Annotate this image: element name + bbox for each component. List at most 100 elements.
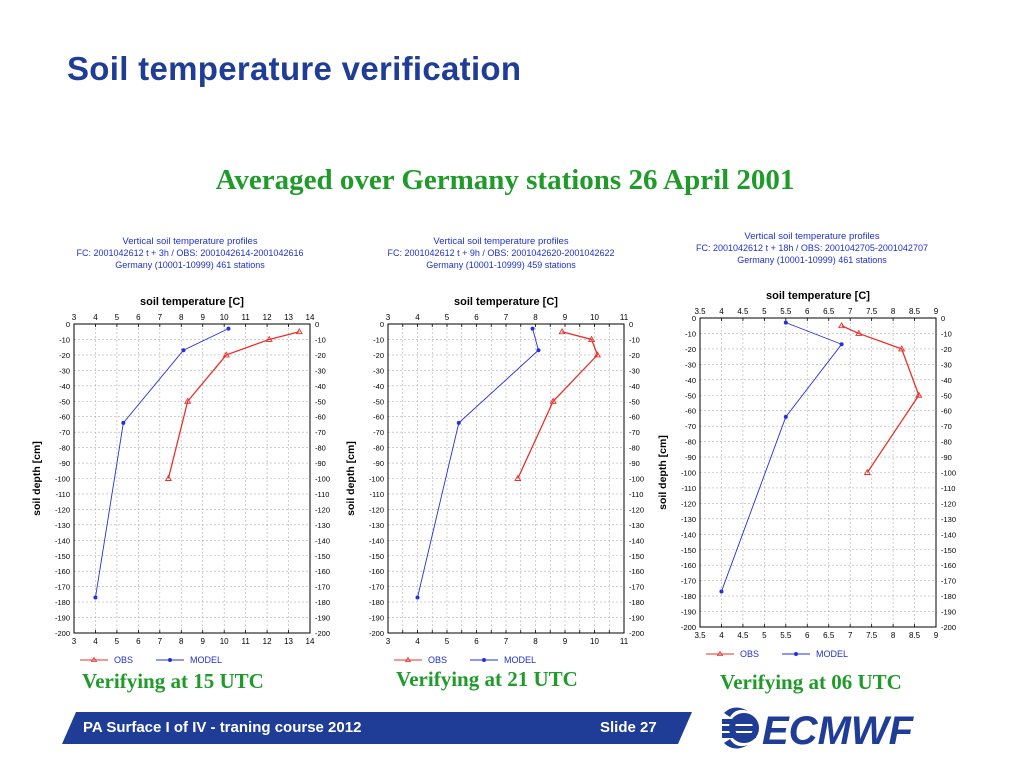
y-tick-label-left: -180 bbox=[55, 598, 70, 607]
y-tick-label-left: -180 bbox=[369, 598, 384, 607]
x-tick-label-bottom: 7.5 bbox=[866, 631, 878, 640]
y-tick-label-right: -190 bbox=[315, 614, 330, 623]
plot-frame bbox=[699, 317, 937, 628]
y-tick-label-right: -40 bbox=[941, 376, 952, 385]
chart-header-line: Germany (10001-10999) 461 stations bbox=[737, 255, 887, 265]
data-point-obs bbox=[549, 397, 557, 404]
y-tick-label-right: -190 bbox=[941, 608, 956, 617]
y-tick-label-left: -140 bbox=[681, 530, 696, 539]
y-tick-label-left: -80 bbox=[59, 444, 70, 453]
y-tick-label-right: -160 bbox=[315, 567, 330, 576]
data-point-obs bbox=[265, 335, 273, 342]
data-point-model bbox=[456, 420, 461, 425]
y-tick-label-left: -160 bbox=[369, 567, 384, 576]
y-tick-label-left: -80 bbox=[685, 438, 696, 447]
x-tick-label-bottom: 3 bbox=[72, 637, 77, 646]
y-tick-label-right: -60 bbox=[941, 407, 952, 416]
x-tick-label-top: 7 bbox=[504, 313, 509, 322]
y-tick-label-left: -50 bbox=[59, 397, 70, 406]
y-tick-label-left: -70 bbox=[685, 422, 696, 431]
y-tick-label-right: -20 bbox=[315, 351, 326, 360]
y-tick-label-right: -140 bbox=[629, 536, 644, 545]
footer-bar bbox=[62, 712, 692, 744]
chart-header-line: Vertical soil temperature profiles bbox=[433, 236, 568, 247]
y-tick-label-right: -110 bbox=[941, 484, 955, 493]
data-point-obs bbox=[898, 345, 906, 352]
y-tick-label-left: -190 bbox=[55, 614, 70, 623]
y-tick-label-left: -70 bbox=[373, 428, 384, 437]
x-tick-label-bottom: 4 bbox=[719, 631, 724, 640]
x-tick-label-bottom: 4 bbox=[415, 637, 420, 646]
data-point-model bbox=[121, 420, 126, 425]
y-tick-label-right: -180 bbox=[941, 592, 956, 601]
y-tick-label-right: -90 bbox=[941, 453, 952, 462]
y-tick-label-right: -60 bbox=[315, 413, 326, 422]
x-tick-label-bottom: 10 bbox=[590, 637, 599, 646]
chart-header-line: Vertical soil temperature profiles bbox=[122, 236, 257, 247]
grid bbox=[73, 323, 311, 634]
series-line-model bbox=[417, 328, 539, 598]
y-tick-label-left: -30 bbox=[373, 366, 384, 375]
x-tick-label-top: 3 bbox=[386, 313, 391, 322]
y-tick-label-right: -140 bbox=[315, 536, 330, 545]
data-point-obs bbox=[184, 397, 192, 404]
data-point-model bbox=[719, 589, 724, 594]
y-tick-label-right: -120 bbox=[315, 505, 330, 514]
y-tick-label-left: -190 bbox=[369, 614, 384, 623]
y-tick-label-left: -10 bbox=[373, 335, 384, 344]
x-tick-label-bottom: 4.5 bbox=[737, 631, 749, 640]
x-tick-label-bottom: 11 bbox=[241, 637, 250, 646]
y-tick-label-left: -80 bbox=[373, 444, 384, 453]
y-tick-label-right: -30 bbox=[941, 360, 952, 369]
y-tick-label-left: -110 bbox=[682, 484, 696, 493]
y-tick-label-right: -200 bbox=[629, 629, 644, 638]
y-tick-label-right: 0 bbox=[315, 320, 319, 329]
series-line-model bbox=[95, 328, 229, 598]
x-tick-label-top: 6 bbox=[474, 313, 479, 322]
data-point-obs bbox=[514, 474, 522, 481]
x-tick-label-top: 6 bbox=[805, 307, 810, 316]
data-point-model bbox=[181, 348, 186, 353]
x-tick-label-top: 5 bbox=[115, 313, 120, 322]
series-line-obs bbox=[841, 325, 920, 473]
x-tick-label-top: 4 bbox=[719, 307, 724, 316]
y-tick-label-left: -120 bbox=[369, 505, 384, 514]
y-tick-label-right: -100 bbox=[629, 475, 644, 484]
y-tick-label-left: -100 bbox=[369, 475, 384, 484]
grid bbox=[387, 323, 625, 634]
y-axis-title: soil depth [cm] bbox=[345, 441, 357, 516]
y-tick-label-left: -160 bbox=[681, 561, 696, 570]
series-line-obs bbox=[167, 331, 300, 479]
y-tick-label-left: -90 bbox=[373, 459, 384, 468]
grid bbox=[699, 317, 937, 628]
y-tick-label-right: -50 bbox=[629, 397, 640, 406]
y-tick-label-left: -60 bbox=[59, 413, 70, 422]
y-tick-label-left: -90 bbox=[59, 459, 70, 468]
data-point-model bbox=[783, 414, 788, 419]
legend-marker-model bbox=[482, 658, 486, 662]
y-tick-label-right: -150 bbox=[629, 552, 644, 561]
x-tick-label-bottom: 10 bbox=[220, 637, 229, 646]
y-tick-label-right: -160 bbox=[629, 567, 644, 576]
y-tick-label-left: 0 bbox=[66, 320, 70, 329]
x-tick-label-top: 7.5 bbox=[866, 307, 878, 316]
data-point-model bbox=[226, 326, 231, 331]
legend-label-obs: OBS bbox=[114, 655, 133, 665]
y-tick-label-left: -60 bbox=[373, 413, 384, 422]
footer-slide-number: Slide 27 bbox=[600, 719, 657, 736]
footer-course-title: PA Surface I of IV - traning course 2012 bbox=[83, 719, 362, 736]
y-tick-label-right: -90 bbox=[629, 459, 640, 468]
y-tick-label-right: -160 bbox=[941, 561, 956, 570]
logo-text: ECMWF bbox=[762, 709, 915, 751]
y-tick-label-left: -180 bbox=[681, 592, 696, 601]
chart-header-line: Vertical soil temperature profiles bbox=[744, 231, 879, 242]
y-tick-label-right: -100 bbox=[315, 475, 330, 484]
y-tick-label-left: -130 bbox=[681, 515, 696, 524]
y-tick-label-left: -200 bbox=[55, 629, 70, 638]
y-tick-label-left: -40 bbox=[59, 382, 70, 391]
chart-header-line: Germany (10001-10999) 459 stations bbox=[426, 260, 576, 270]
data-point-model bbox=[530, 326, 535, 331]
y-tick-label-left: -20 bbox=[685, 345, 696, 354]
y-tick-label-left: -150 bbox=[681, 546, 696, 555]
legend-label-model: MODEL bbox=[504, 655, 536, 665]
